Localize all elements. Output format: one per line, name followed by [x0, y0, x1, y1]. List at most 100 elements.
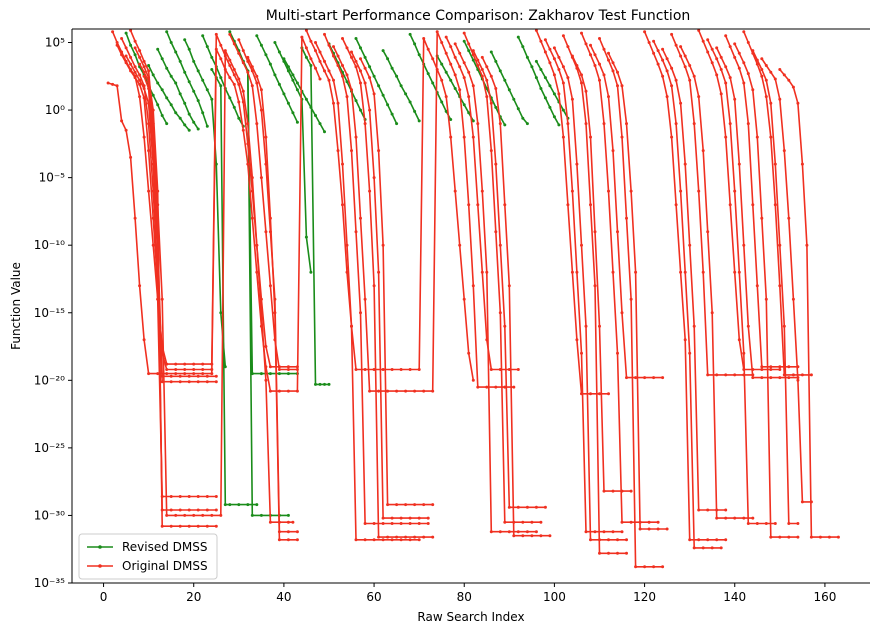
data-point: [133, 65, 137, 69]
data-point: [557, 68, 561, 71]
data-point: [580, 73, 583, 77]
data-point: [746, 122, 750, 126]
data-point: [449, 118, 453, 121]
data-point: [580, 351, 583, 355]
data-point: [566, 76, 570, 80]
data-point: [516, 107, 520, 111]
data-point: [372, 176, 376, 180]
data-point: [692, 122, 696, 126]
data-point: [701, 39, 705, 43]
data-point: [156, 297, 160, 301]
data-point: [363, 522, 367, 525]
data-point: [530, 520, 534, 524]
data-point: [462, 297, 466, 301]
data-point: [345, 95, 349, 99]
data-point: [422, 535, 426, 539]
data-point: [516, 35, 520, 39]
data-point: [368, 189, 372, 193]
data-point: [724, 135, 728, 139]
data-point: [359, 81, 362, 85]
data-point: [715, 73, 719, 77]
data-point: [300, 35, 304, 39]
data-point: [255, 81, 259, 85]
data-point: [210, 362, 214, 366]
data-point: [661, 47, 665, 51]
data-point: [611, 489, 615, 493]
data-point: [503, 520, 507, 524]
data-point: [345, 243, 349, 247]
data-point: [733, 189, 737, 193]
data-point: [602, 122, 606, 126]
data-point: [259, 108, 263, 112]
data-point: [323, 130, 326, 134]
data-point: [111, 82, 115, 86]
data-point: [174, 513, 178, 517]
data-point: [706, 508, 710, 512]
data-point: [494, 385, 498, 389]
data-point: [232, 82, 236, 86]
data-point: [395, 535, 399, 539]
data-point: [733, 97, 737, 101]
data-point: [336, 101, 340, 105]
data-point: [232, 68, 236, 71]
data-point: [593, 230, 597, 234]
data-point: [719, 92, 723, 96]
data-point: [467, 111, 471, 115]
data-point: [584, 530, 588, 534]
data-point: [683, 162, 687, 166]
data-point: [516, 530, 520, 534]
data-point: [138, 82, 142, 86]
data-point: [674, 43, 678, 47]
data-point: [539, 534, 543, 538]
data-point: [277, 368, 281, 371]
data-point: [688, 538, 692, 542]
data-point: [332, 54, 335, 58]
data-point: [165, 66, 169, 70]
data-point: [165, 96, 169, 100]
data-point: [264, 230, 268, 234]
data-point: [291, 78, 295, 82]
data-point: [548, 47, 552, 51]
data-point: [534, 76, 538, 80]
data-point: [647, 527, 651, 531]
data-point: [318, 59, 322, 63]
data-point: [255, 34, 259, 38]
data-point: [372, 538, 376, 542]
data-point: [620, 520, 624, 524]
data-point: [250, 84, 254, 88]
data-point: [309, 39, 313, 43]
data-point: [755, 522, 759, 525]
data-point: [625, 122, 628, 126]
data-point: [201, 513, 205, 517]
data-point: [142, 87, 146, 90]
x-tick-label: 0: [100, 590, 108, 604]
data-point: [237, 100, 241, 104]
data-point: [169, 374, 173, 378]
data-point: [728, 45, 732, 49]
data-point: [688, 243, 692, 247]
data-point: [489, 74, 493, 78]
data-point: [634, 376, 638, 380]
x-tick-label: 40: [276, 590, 291, 604]
data-point: [485, 65, 489, 69]
data-point: [796, 522, 800, 525]
data-point: [192, 513, 196, 517]
data-point: [205, 380, 209, 384]
data-point: [643, 376, 647, 380]
data-point: [147, 69, 151, 73]
data-point: [782, 149, 786, 153]
data-point: [151, 155, 155, 159]
series-line: [355, 38, 398, 124]
data-point: [277, 389, 281, 393]
data-point: [467, 95, 471, 99]
data-point: [160, 114, 164, 117]
data-point: [363, 66, 367, 70]
data-point: [192, 368, 196, 371]
data-point: [205, 124, 209, 128]
data-point: [341, 74, 344, 78]
data-point: [462, 135, 466, 139]
data-point: [214, 508, 218, 512]
legend: Revised DMSS Original DMSS: [78, 533, 218, 580]
data-point: [670, 32, 674, 36]
data-point: [742, 61, 746, 65]
